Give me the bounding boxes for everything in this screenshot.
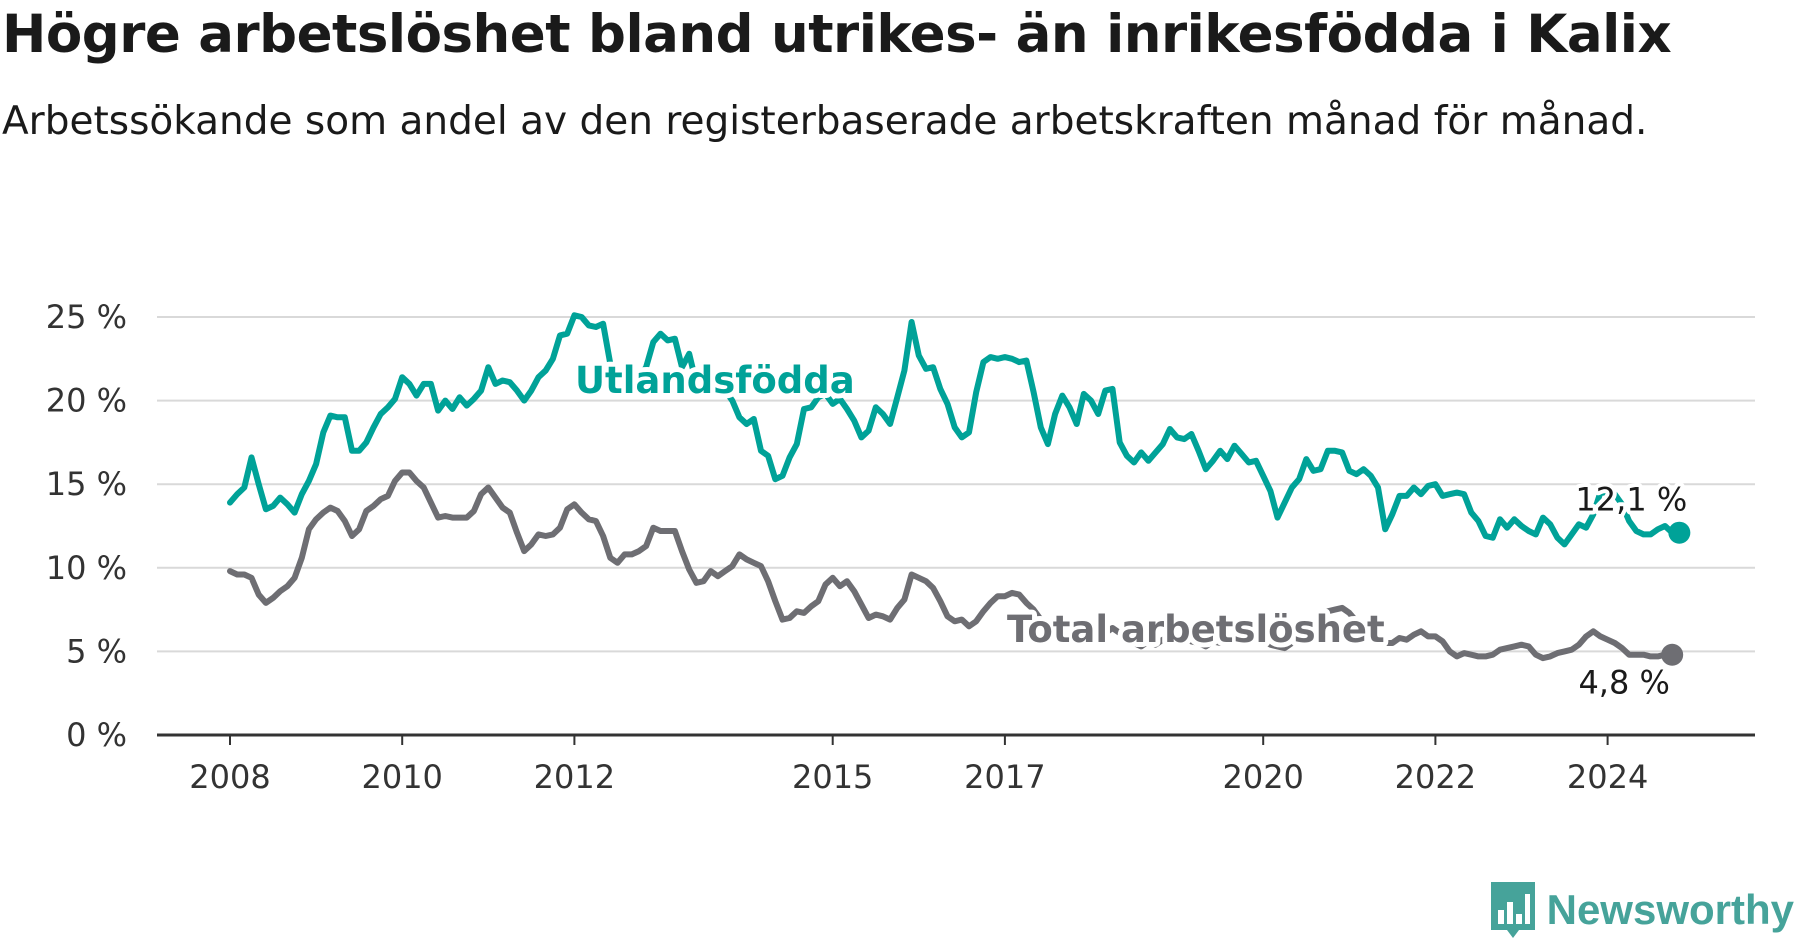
x-tick-label: 2020 [1222, 758, 1303, 796]
y-tick-label: 10 % [46, 549, 127, 587]
end-value-label: 4,8 % [1578, 664, 1669, 702]
x-tick-label: 2017 [964, 758, 1045, 796]
y-tick-label: 20 % [46, 382, 127, 420]
chart-subtitle: Arbetssökande som andel av den registerb… [2, 99, 1648, 144]
x-tick-label: 2022 [1395, 758, 1476, 796]
chart-title: Högre arbetslöshet bland utrikes- än inr… [2, 4, 1672, 65]
series-line-0 [227, 312, 1683, 548]
y-tick-label: 25 % [46, 298, 127, 336]
x-tick-label: 2012 [534, 758, 615, 796]
series-label-total: Total arbetslöshet [1007, 608, 1385, 651]
x-tick-label: 2010 [361, 758, 442, 796]
series-line-1 [227, 469, 1676, 662]
x-tick-label: 2024 [1567, 758, 1648, 796]
y-tick-label: 0 % [66, 716, 127, 754]
end-point-marker [1668, 521, 1691, 544]
brand-name: Newsworthy [1546, 886, 1794, 933]
bar-chart-icon [1490, 882, 1535, 938]
series-label-utlandsfodda: Utlandsfödda [575, 359, 855, 402]
y-tick-label: 5 % [66, 632, 127, 670]
end-value-label: 12,1 % [1575, 481, 1687, 519]
newsworthy-brand[interactable]: Newsworthy [1489, 880, 1794, 940]
x-tick-label: 2008 [189, 758, 270, 796]
y-tick-label: 15 % [46, 465, 127, 503]
x-tick-label: 2015 [792, 758, 873, 796]
end-point-marker [1661, 643, 1684, 666]
